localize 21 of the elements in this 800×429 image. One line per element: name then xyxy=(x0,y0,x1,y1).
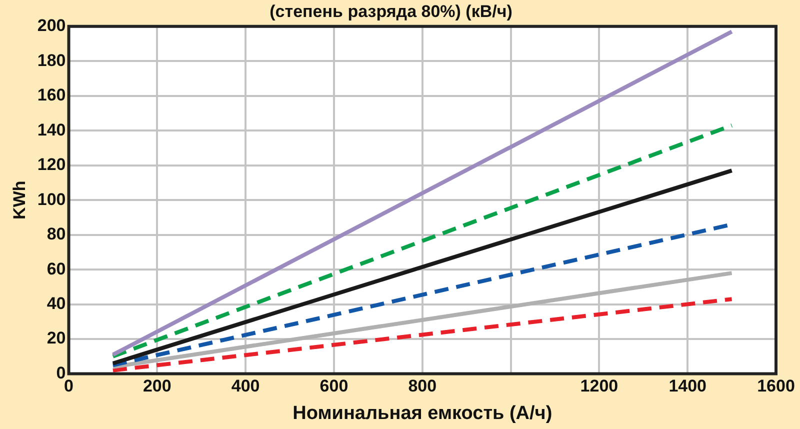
x-tick-label: 1400 xyxy=(668,376,707,396)
y-tick-label: 160 xyxy=(37,86,66,105)
x-tick-label: 1200 xyxy=(580,376,618,396)
y-tick-label: 120 xyxy=(37,155,66,174)
y-tick-label: 100 xyxy=(37,190,66,209)
y-tick-label: 20 xyxy=(46,328,66,348)
y-tick-label: 40 xyxy=(46,294,66,314)
x-tick-label: 200 xyxy=(142,376,172,396)
y-tick-label: 180 xyxy=(37,50,66,70)
x-tick-label: 600 xyxy=(320,376,348,396)
chart-title: (степень разряда 80%) (кВ/ч) xyxy=(270,2,512,21)
y-axis-title: KWh xyxy=(10,180,29,220)
x-tick-label: 400 xyxy=(231,376,260,396)
y-tick-label: 140 xyxy=(37,120,66,140)
y-tick-label: 80 xyxy=(46,224,66,244)
y-tick-label: 200 xyxy=(37,16,66,36)
x-axis-title: Номинальная емкость (А/ч) xyxy=(292,402,552,424)
x-tick-label: 800 xyxy=(408,376,437,396)
y-tick-label: 0 xyxy=(56,363,66,382)
y-tick-label: 60 xyxy=(46,259,66,278)
x-tick-label: 1600 xyxy=(757,376,795,396)
